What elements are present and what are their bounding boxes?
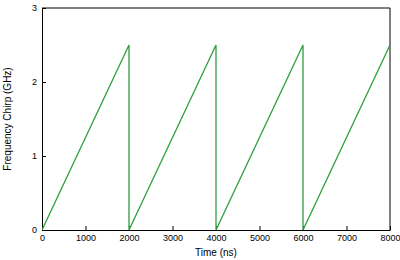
tick-label: 5000: [250, 233, 270, 243]
frame: [390, 8, 391, 230]
tick-mark: [42, 156, 46, 157]
x-axis: 0 1000 2000 3000 4000 5000 6000 7000 8000: [40, 226, 400, 243]
tick-label: 7000: [337, 233, 357, 243]
tick-mark: [260, 226, 261, 230]
tick-mark: [173, 226, 174, 230]
tick: 1: [32, 151, 46, 161]
tick: 8000: [380, 226, 400, 243]
tick-mark: [42, 82, 46, 83]
y-axis: 0 1 2 3: [32, 3, 46, 235]
frame: [42, 8, 390, 9]
plot: 0 1000 2000 3000 4000 5000 6000 7000 8000 0 1 2 3: [32, 3, 400, 243]
tick-label: 3: [32, 3, 37, 13]
axis-line: [42, 9, 43, 231]
tick-label: 0: [40, 233, 45, 243]
tick: 1000: [76, 226, 96, 243]
tick-label: 2000: [119, 233, 139, 243]
tick: 5000: [250, 226, 270, 243]
tick-mark: [42, 230, 46, 231]
tick: 3000: [163, 226, 183, 243]
tick-mark: [86, 226, 87, 230]
axis-line: [43, 230, 391, 231]
x-axis-title: Time (ns): [195, 247, 237, 258]
tick-label: 8000: [380, 233, 400, 243]
tick-label: 6000: [293, 233, 313, 243]
y-axis-title: Frequency Chirp (GHz): [2, 67, 13, 170]
tick-label: 0: [32, 225, 37, 235]
tick-mark: [347, 226, 348, 230]
series-line: [42, 45, 390, 230]
chart: 0 1000 2000 3000 4000 5000 6000 7000 8000 0 1 2 3 Tim…: [0, 0, 400, 260]
tick: 2: [32, 77, 46, 87]
tick: 7000: [337, 226, 357, 243]
tick-label: 1: [32, 151, 37, 161]
tick-label: 1000: [76, 233, 96, 243]
tick-label: 4000: [206, 233, 226, 243]
tick-label: 3000: [163, 233, 183, 243]
tick-mark: [390, 226, 391, 230]
tick-label: 2: [32, 77, 37, 87]
tick: 3: [32, 3, 46, 13]
tick-mark: [42, 8, 46, 9]
marks: [42, 45, 390, 230]
